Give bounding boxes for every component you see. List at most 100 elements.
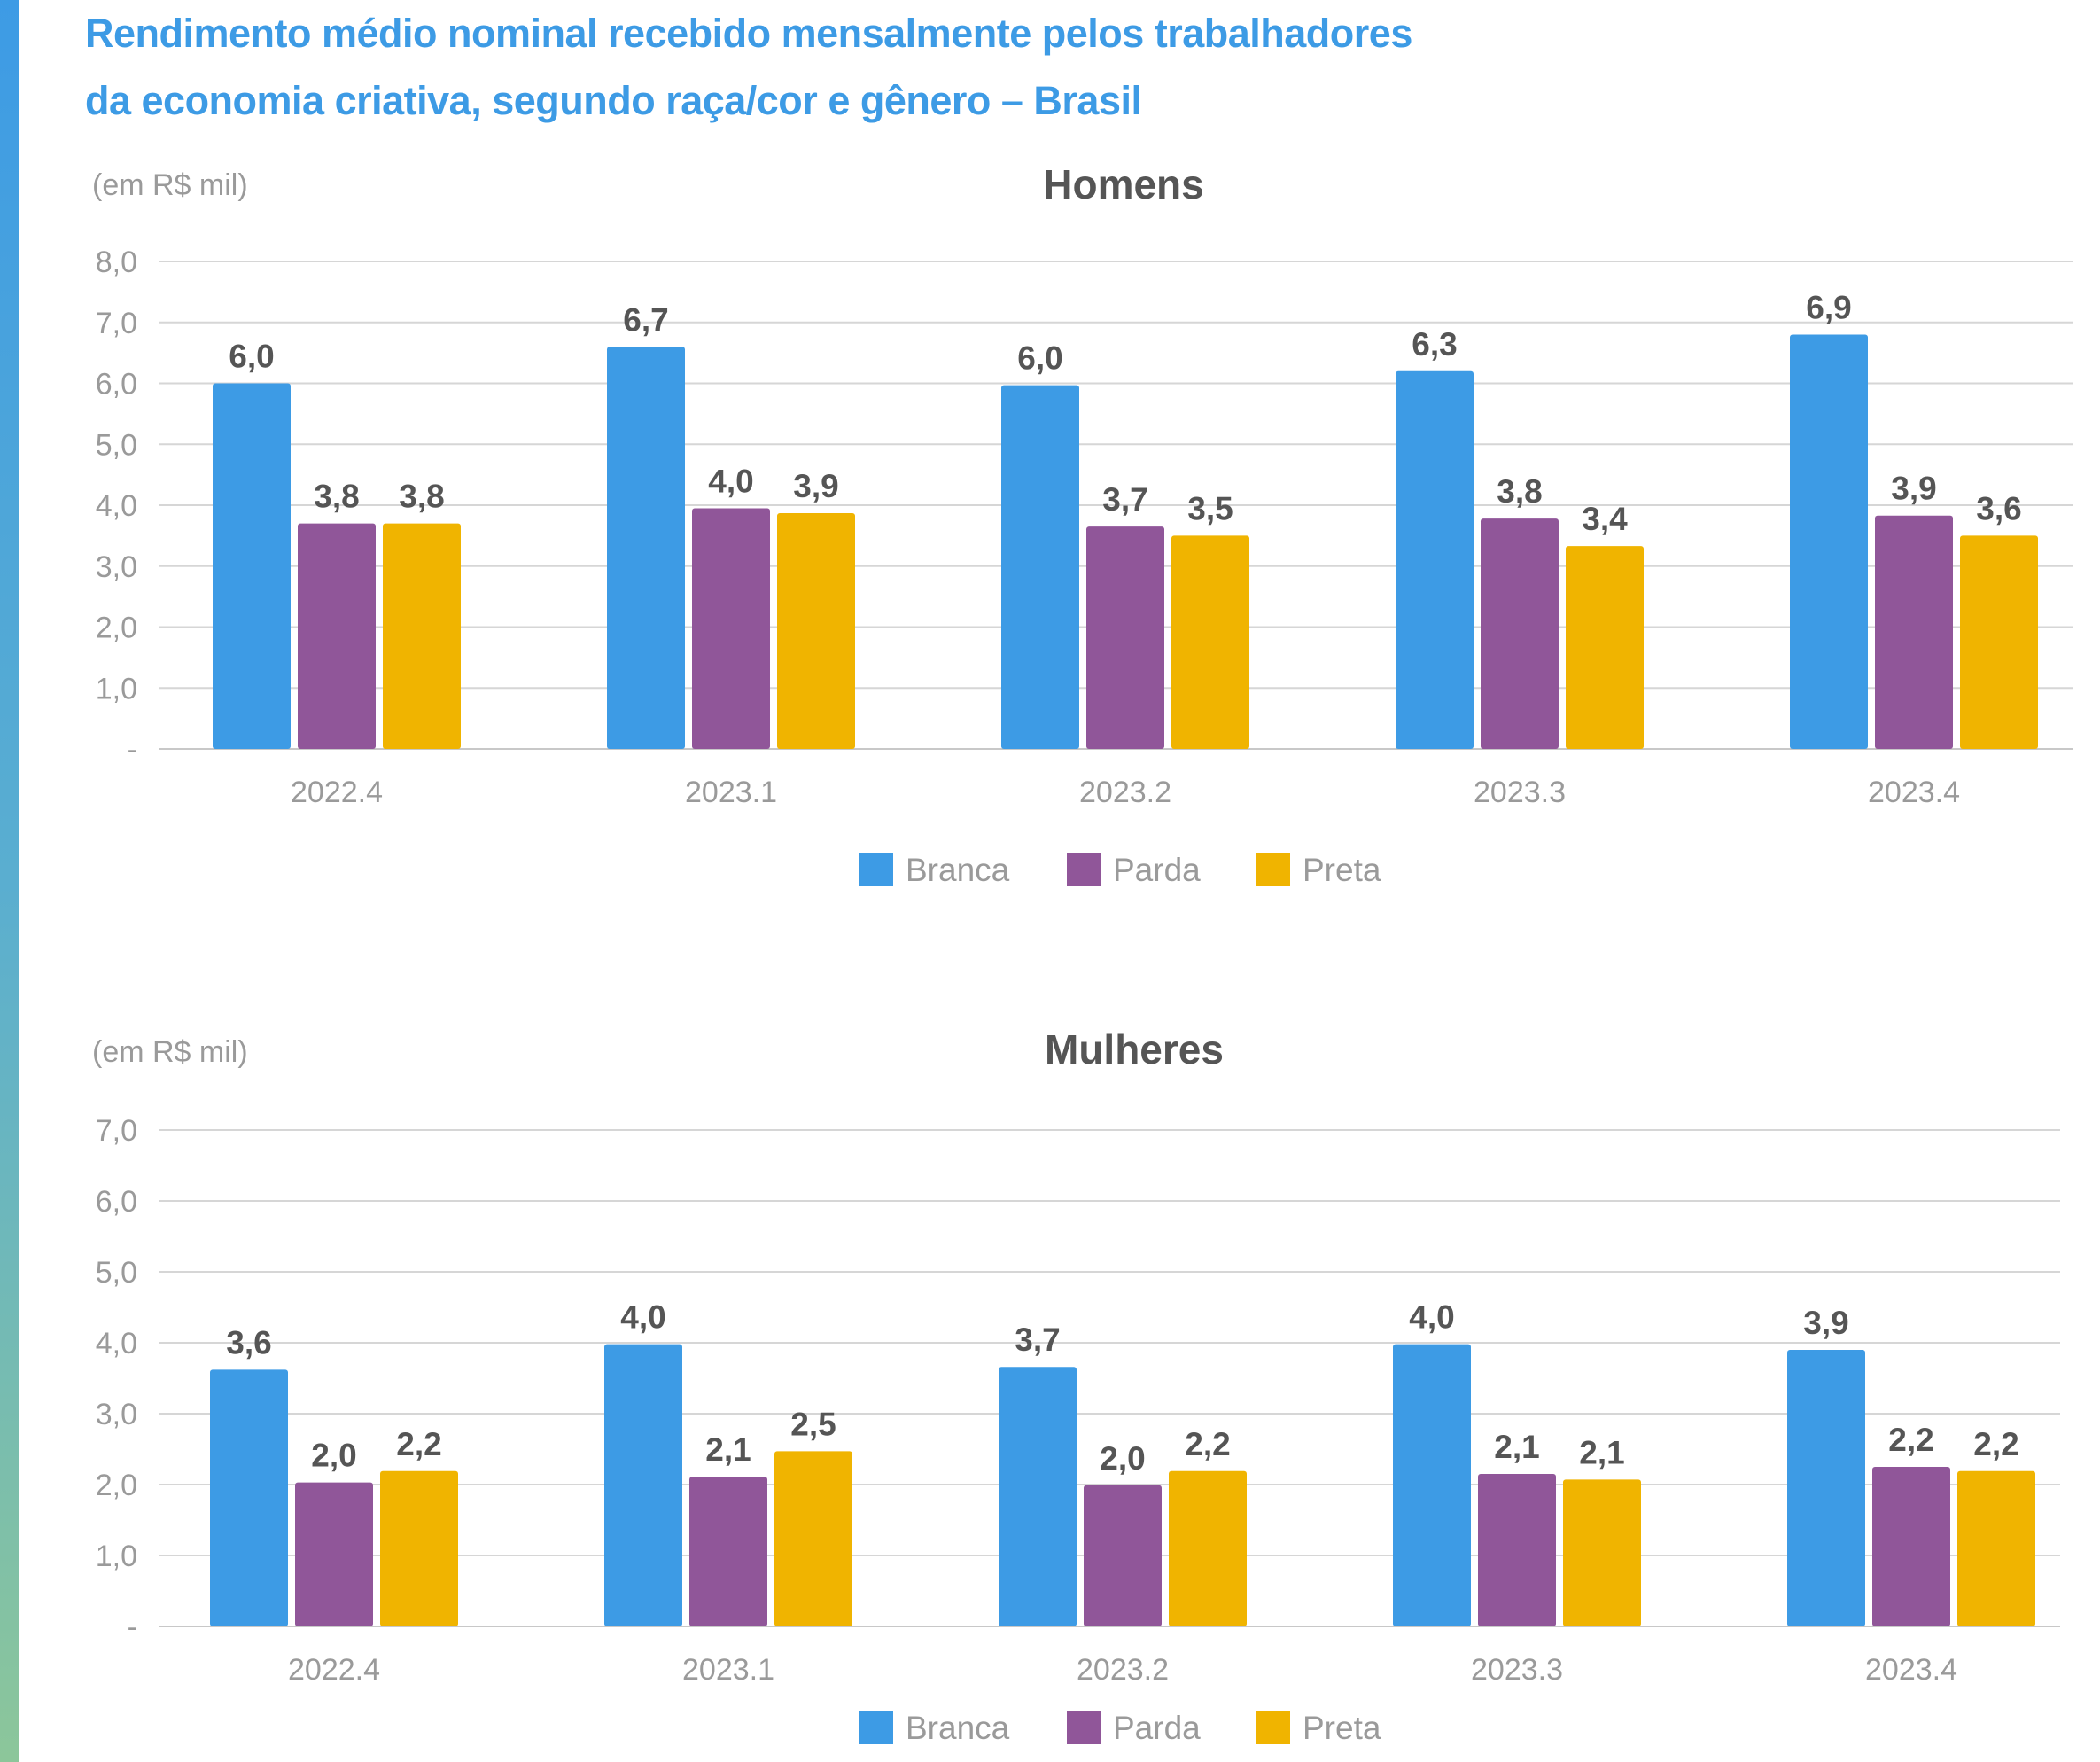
data-label: 2,0 xyxy=(311,1438,356,1474)
data-label: 3,4 xyxy=(1582,501,1628,537)
legend-label-parda: Parda xyxy=(1113,1710,1201,1746)
data-label: 3,6 xyxy=(226,1324,271,1360)
x-tick-label: 2022.4 xyxy=(291,776,383,809)
data-label: 6,0 xyxy=(229,339,274,375)
data-label: 4,0 xyxy=(620,1299,665,1336)
data-label: 2,1 xyxy=(1494,1429,1539,1465)
y-tick-label: 4,0 xyxy=(96,489,137,523)
bar-parda xyxy=(689,1477,767,1626)
y-tick-label: 7,0 xyxy=(96,1114,137,1148)
bar-preta xyxy=(774,1451,852,1626)
y-tick-label: 5,0 xyxy=(96,428,137,462)
bar-parda xyxy=(1875,515,1953,749)
legend-swatch-preta xyxy=(1256,1711,1290,1744)
y-tick-label: 3,0 xyxy=(96,1398,137,1431)
y-tick-label: 2,0 xyxy=(96,1469,137,1502)
bar-preta xyxy=(1566,546,1644,749)
legend-swatch-branca xyxy=(859,1711,893,1744)
bar-parda xyxy=(1872,1467,1950,1626)
bar-preta xyxy=(1957,1470,2035,1626)
legend-label-preta: Preta xyxy=(1303,852,1381,888)
data-label: 3,5 xyxy=(1187,490,1233,526)
data-label: 3,7 xyxy=(1102,481,1147,518)
x-tick-label: 2023.1 xyxy=(685,776,777,809)
bar-parda xyxy=(295,1482,373,1626)
data-label: 6,0 xyxy=(1017,340,1062,377)
bar-parda xyxy=(1481,518,1559,749)
y-tick-label: - xyxy=(128,733,137,767)
data-label: 3,6 xyxy=(1976,490,2021,526)
bar-preta xyxy=(383,523,461,749)
chart-homens: (em R$ mil) Homens - 1,0 2,0 3,0 4,0 5,0 6,0 7,0 8… xyxy=(92,161,2073,888)
legend-swatch-parda xyxy=(1067,853,1101,886)
bar-branca xyxy=(607,347,685,749)
data-label: 3,7 xyxy=(1015,1322,1060,1358)
data-label: 6,7 xyxy=(623,301,668,338)
data-label: 2,2 xyxy=(1888,1422,1933,1458)
legend-swatch-preta xyxy=(1256,853,1290,886)
y-tick-label: 6,0 xyxy=(96,368,137,402)
bar-parda xyxy=(692,508,770,749)
data-label: 2,0 xyxy=(1100,1440,1145,1477)
bar-preta xyxy=(1960,535,2038,749)
x-tick-label: 2023.2 xyxy=(1079,776,1171,809)
legend-label-parda: Parda xyxy=(1113,852,1201,888)
x-tick-label: 2023.1 xyxy=(682,1653,774,1687)
bar-parda xyxy=(1086,526,1164,749)
bar-preta xyxy=(1169,1470,1247,1626)
chart-title: Homens xyxy=(1043,161,1203,207)
bar-preta xyxy=(1171,535,1249,749)
y-tick-label: 7,0 xyxy=(96,307,137,340)
y-tick-label: 1,0 xyxy=(96,1540,137,1573)
chart-mulheres: (em R$ mil) Mulheres - 1,0 2,0 3,0 4,0 5,0 6,0 7,… xyxy=(92,1026,2060,1746)
x-tick-label: 2023.3 xyxy=(1471,1653,1563,1687)
bar-branca xyxy=(1396,370,1474,749)
bar-parda xyxy=(1478,1474,1556,1626)
unit-label: (em R$ mil) xyxy=(92,168,248,202)
unit-label: (em R$ mil) xyxy=(92,1035,248,1069)
legend-swatch-parda xyxy=(1067,1711,1101,1744)
figure-title: Rendimento médio nominal recebido mensal… xyxy=(85,0,1769,135)
bar-preta xyxy=(777,512,855,749)
bar-branca xyxy=(210,1369,288,1626)
data-label: 3,9 xyxy=(1803,1305,1848,1341)
data-label: 2,1 xyxy=(1579,1434,1624,1470)
data-label: 3,9 xyxy=(793,468,838,504)
data-label: 2,1 xyxy=(705,1431,751,1468)
figure-title-line-1: Rendimento médio nominal recebido mensal… xyxy=(85,11,1412,56)
data-label: 4,0 xyxy=(708,463,753,499)
data-label: 2,5 xyxy=(790,1406,836,1442)
data-label: 3,8 xyxy=(1497,473,1542,510)
data-label: 6,9 xyxy=(1806,290,1851,326)
legend-label-branca: Branca xyxy=(906,852,1010,888)
y-tick-label: 1,0 xyxy=(96,672,137,706)
data-label: 2,2 xyxy=(1973,1426,2018,1462)
x-tick-label: 2022.4 xyxy=(288,1653,380,1687)
legend-label-preta: Preta xyxy=(1303,1710,1381,1746)
bar-parda xyxy=(298,523,376,749)
data-label: 3,9 xyxy=(1891,471,1936,507)
side-accent-bar xyxy=(0,0,19,1762)
y-tick-label: - xyxy=(128,1610,137,1644)
data-label: 3,8 xyxy=(399,479,444,515)
legend-label-branca: Branca xyxy=(906,1710,1010,1746)
y-tick-label: 3,0 xyxy=(96,550,137,584)
bar-branca xyxy=(1001,385,1079,749)
bar-branca xyxy=(1790,334,1868,749)
x-tick-label: 2023.3 xyxy=(1474,776,1566,809)
y-tick-label: 6,0 xyxy=(96,1185,137,1219)
y-tick-label: 2,0 xyxy=(96,612,137,645)
data-label: 3,8 xyxy=(314,479,359,515)
data-label: 2,2 xyxy=(396,1426,441,1462)
data-label: 2,2 xyxy=(1185,1426,1230,1462)
bar-branca xyxy=(1393,1344,1471,1626)
bar-branca xyxy=(999,1367,1077,1626)
bar-preta xyxy=(1563,1479,1641,1626)
figure-title-line-2: da economia criativa, segundo raça/cor e… xyxy=(85,78,1142,123)
x-tick-label: 2023.4 xyxy=(1865,1653,1957,1687)
bar-preta xyxy=(380,1470,458,1626)
bar-parda xyxy=(1084,1485,1162,1626)
y-tick-label: 4,0 xyxy=(96,1327,137,1360)
y-tick-label: 5,0 xyxy=(96,1256,137,1290)
legend-swatch-branca xyxy=(859,853,893,886)
